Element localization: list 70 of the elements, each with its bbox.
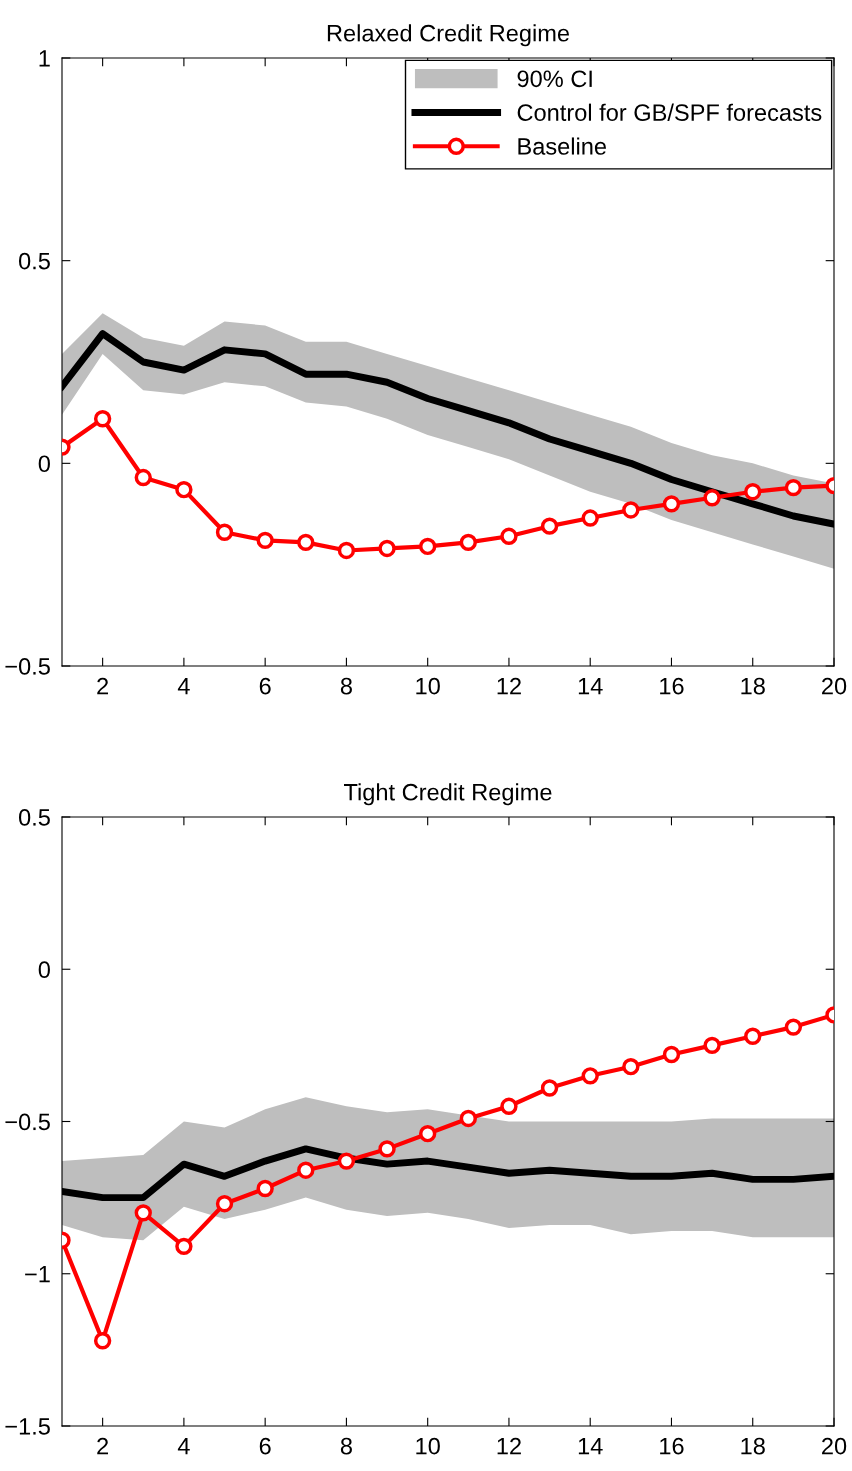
point	[297, 533, 315, 552]
x-tick-label: 2	[97, 1437, 109, 1455]
point	[703, 489, 721, 507]
point	[93, 410, 112, 428]
x-tick-label: 14	[578, 1437, 603, 1455]
x-tick-label: 4	[177, 677, 190, 695]
y-tick-label: 0	[38, 455, 50, 473]
y-tick-label: 0.5	[18, 809, 50, 826]
point	[784, 478, 803, 497]
x-tick-label: 18	[741, 1437, 765, 1455]
x-tick-label: 12	[497, 1437, 521, 1455]
legend-label: Baseline	[518, 137, 606, 155]
legend-label: Control for GB/SPF forecasts	[517, 103, 822, 121]
point	[581, 1067, 599, 1085]
chart-title: Tight Credit Regime	[344, 783, 552, 806]
point	[256, 531, 274, 550]
point	[540, 517, 559, 535]
annotation: 90% CI	[517, 70, 592, 88]
point	[134, 468, 152, 487]
point	[337, 541, 356, 560]
point	[784, 1018, 803, 1036]
point	[134, 1204, 152, 1222]
point	[744, 1027, 762, 1045]
x-tick-label: 6	[259, 677, 271, 695]
x-tick-label: 4	[177, 1437, 190, 1455]
x-tick-label: 10	[416, 1437, 440, 1455]
point	[419, 1125, 437, 1143]
point	[662, 495, 681, 513]
x-tick-label: 8	[340, 677, 352, 695]
point	[419, 537, 437, 556]
y-tick-label: −1	[25, 1266, 50, 1283]
point	[500, 1097, 518, 1115]
point	[622, 1058, 640, 1076]
point	[175, 1237, 193, 1256]
x-tick-label: 20	[822, 677, 847, 695]
point	[540, 1079, 559, 1097]
point	[378, 1140, 396, 1158]
point	[581, 509, 599, 527]
point	[215, 523, 234, 541]
point	[215, 1195, 234, 1213]
x-tick-label: 12	[497, 677, 521, 695]
y-tick-label: −1.5	[5, 1418, 50, 1435]
x-tick-label: 14	[578, 677, 603, 695]
x-tick-label: 16	[660, 677, 684, 695]
y-tick-label: 1	[39, 50, 50, 67]
point	[256, 1179, 274, 1198]
x-tick-label: 8	[340, 1437, 352, 1455]
y-tick-label: −0.5	[5, 658, 50, 675]
chart-title: Relaxed Credit Regime	[327, 24, 569, 47]
x-tick-label: 10	[416, 677, 440, 695]
point	[175, 481, 193, 499]
y-tick-label: −0.5	[5, 1113, 50, 1131]
x-tick-label: 2	[97, 677, 109, 695]
point	[703, 1036, 721, 1055]
point	[744, 483, 762, 501]
point	[378, 539, 396, 558]
point	[500, 527, 518, 545]
point	[622, 501, 640, 519]
point	[297, 1161, 315, 1179]
x-tick-label: 18	[741, 677, 765, 695]
x-tick-label: 6	[259, 1437, 271, 1455]
point	[662, 1045, 681, 1064]
y-tick-label: 0	[38, 961, 50, 979]
x-tick-label: 16	[660, 1437, 684, 1455]
point	[337, 1152, 356, 1170]
point	[93, 1332, 112, 1350]
point	[459, 533, 477, 552]
x-tick-label: 20	[822, 1437, 847, 1455]
y-tick-label: 0.5	[18, 252, 50, 270]
point	[459, 1109, 477, 1128]
